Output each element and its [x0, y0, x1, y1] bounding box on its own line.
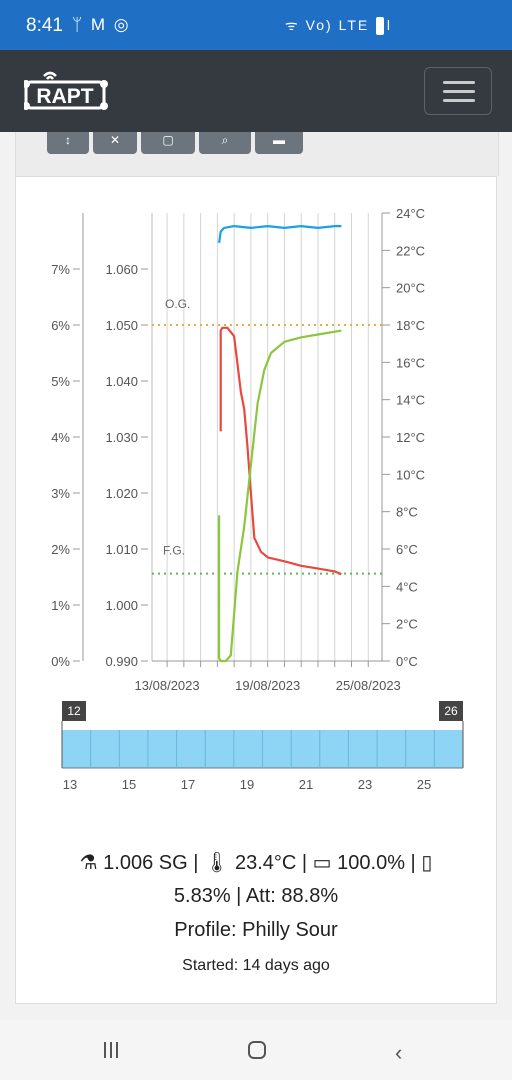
hamburger-icon-bar: [443, 90, 475, 93]
temp-tick-label: 24°C: [396, 206, 425, 221]
temp-tick-label: 10°C: [396, 467, 425, 482]
range-end-label: 26: [444, 704, 458, 718]
range-end-handle: [439, 701, 463, 721]
temp-tick-label: 12°C: [396, 430, 425, 445]
separator: |: [193, 852, 205, 874]
range-tick-label: 15: [122, 777, 136, 792]
temp-tick-label: 22°C: [396, 243, 425, 258]
hamburger-icon: [443, 81, 475, 84]
separator: |: [236, 885, 246, 907]
abv-tick-label: 0%: [51, 654, 70, 669]
menu-toggle-button[interactable]: [424, 67, 492, 115]
temp-tick-label: 20°C: [396, 281, 425, 296]
main-content: ↕ ✕ ▢ ⌕ ▬: [0, 132, 512, 1020]
hydrometer-icon: ⚗: [79, 852, 98, 874]
export-button[interactable]: ▢: [141, 132, 195, 154]
range-start-label: 12: [67, 704, 81, 718]
expand-button[interactable]: ↕: [47, 132, 89, 154]
signal-icons: ᯤ Vo) LTE .ıl: [285, 17, 392, 33]
back-icon[interactable]: ‹: [395, 1040, 403, 1065]
chart-toolbar: ↕ ✕ ▢ ⌕ ▬: [15, 132, 499, 176]
gravity-tick-label: 1.020: [105, 486, 138, 501]
stats-row-2: 5.83% | Att: 88.8%: [0, 885, 512, 908]
temp-tick-label: 4°C: [396, 579, 418, 594]
range-tick-label: 17: [181, 777, 195, 792]
separator: |: [410, 852, 422, 874]
thermometer-icon: 🌡: [204, 852, 230, 874]
abv-tick-label: 1%: [51, 598, 70, 613]
separator: |: [301, 852, 313, 874]
battery-icon: [376, 17, 384, 35]
gravity-tick-label: 1.050: [105, 318, 138, 333]
temp-tick-label: 2°C: [396, 617, 418, 632]
gravity-series-line: [219, 326, 342, 576]
chart-labels: 0% 1% 2% 3% 4% 5% 6% 7% 0.990 1.000 1.010 1.020 1.03…: [51, 206, 425, 693]
reset-zoom-button[interactable]: ✕: [93, 132, 137, 154]
status-bar: 8:41 ᛘ M ◎ ᯤ Vo) LTE .ıl: [0, 0, 512, 50]
chart-grid: [166, 213, 369, 661]
range-tick-label: 23: [358, 777, 372, 792]
zoom-button[interactable]: ⌕: [199, 132, 251, 154]
abv-tick-label: 3%: [51, 486, 70, 501]
notification-icons: ᛘ M ◎: [72, 15, 131, 34]
temp-tick-label: 6°C: [396, 542, 418, 557]
abv-tick-label: 5%: [51, 374, 70, 389]
fg-label: F.G.: [163, 544, 185, 558]
gravity-value: 1.006 SG: [103, 852, 188, 874]
chart-axes: [73, 212, 390, 667]
home-icon[interactable]: [248, 1041, 266, 1059]
range-tick-label: 13: [63, 777, 77, 792]
android-nav-bar: [0, 1020, 512, 1080]
rapt-logo[interactable]: RAPT: [24, 70, 108, 114]
gravity-tick-label: 1.000: [105, 598, 138, 613]
gravity-tick-label: 1.010: [105, 542, 138, 557]
abv-tick-label: 4%: [51, 430, 70, 445]
gravity-tick-label: 1.040: [105, 374, 138, 389]
temp-tick-label: 0°C: [396, 654, 418, 669]
x-tick-label: 19/08/2023: [235, 678, 300, 693]
chart-card: [15, 176, 497, 1004]
hamburger-icon-bar: [443, 99, 475, 102]
temp-tick-label: 14°C: [396, 393, 425, 408]
abv-tick-label: 6%: [51, 318, 70, 333]
gravity-tick-label: 0.990: [105, 654, 138, 669]
abv-tick-label: 7%: [51, 262, 70, 277]
chart-series: [152, 225, 382, 663]
temp-series-line: [218, 225, 342, 244]
attenuation-value: Att: 88.8%: [245, 885, 339, 907]
temp-tick-label: 18°C: [396, 318, 425, 333]
range-start-handle: [62, 701, 86, 721]
top-navbar: RAPT: [0, 50, 512, 132]
temp-tick-label: 16°C: [396, 355, 425, 370]
logo-text: RAPT: [36, 85, 93, 108]
fullscreen-button[interactable]: ▬: [255, 132, 303, 154]
beer-mug-icon: ▯: [421, 852, 433, 874]
abv-tick-label: 2%: [51, 542, 70, 557]
temp-tick-label: 8°C: [396, 505, 418, 520]
abv-value: 5.83%: [173, 885, 231, 907]
stats-row-1: ⚗ 1.006 SG | 🌡 23.4°C | ▭ 100.0% | ▯: [0, 850, 512, 875]
x-tick-label: 25/08/2023: [336, 678, 401, 693]
gravity-tick-label: 1.030: [105, 430, 138, 445]
x-tick-label: 13/08/2023: [135, 678, 200, 693]
fermentation-chart[interactable]: 0% 1% 2% 3% 4% 5% 6% 7% 0.990 1.000 1.010 1.020 1.03…: [0, 0, 512, 1020]
battery-level-icon: ▭: [312, 852, 332, 874]
range-tick-label: 25: [417, 777, 431, 792]
abv-series-line: [218, 329, 342, 663]
temperature-value: 23.4°C: [234, 852, 297, 874]
gravity-tick-label: 1.060: [105, 262, 138, 277]
profile-name: Profile: Philly Sour: [174, 919, 338, 941]
recent-apps-icon[interactable]: [104, 1042, 122, 1063]
range-tick-label: 21: [299, 777, 313, 792]
started-text: Started: 14 days ago: [182, 957, 330, 974]
range-selector: 13 15 17 19 21 23 25 12 26: [61, 701, 464, 792]
status-time: 8:41: [26, 15, 63, 36]
battery-value: 100.0%: [337, 852, 405, 874]
range-tick-label: 19: [240, 777, 254, 792]
og-label: O.G.: [165, 297, 190, 311]
